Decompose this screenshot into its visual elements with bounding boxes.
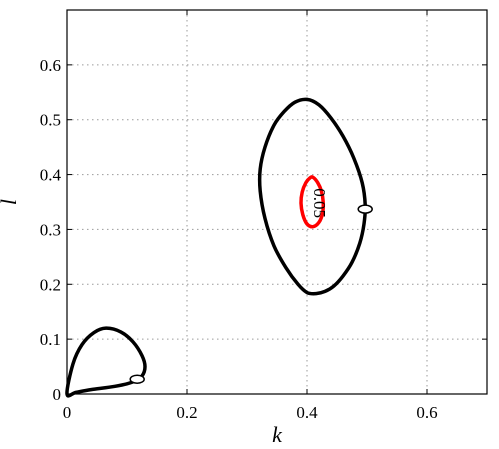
x-tick-label: 0.6 (416, 403, 437, 422)
contour-line-2 (257, 97, 368, 296)
x-tick-label: 0.2 (176, 403, 197, 422)
y-tick-label: 0.2 (40, 275, 61, 294)
plot-frame (66, 9, 488, 395)
contour-marker-2 (357, 204, 373, 214)
contour-value-label: 0.05 (310, 188, 329, 218)
y-tick-label: 0.3 (40, 220, 61, 239)
contour-annotations: 0.05 (310, 188, 329, 218)
y-tick-label: 0 (53, 385, 62, 404)
y-tick-label: 0.6 (40, 56, 61, 75)
tick-labels: 0 0.2 0.4 0.6 0 0.1 0.2 0.3 0.4 0.5 0.6 (40, 10, 487, 422)
x-tick-label: 0 (63, 403, 72, 422)
y-tick-label: 0.1 (40, 330, 61, 349)
contour-markers (129, 204, 373, 384)
x-tick-label: 0.4 (296, 403, 318, 422)
contour-line-3 (299, 175, 326, 229)
x-axis-label: k (272, 422, 283, 447)
y-axis-label: l (0, 199, 21, 205)
y-tick-label: 0.4 (40, 166, 62, 185)
y-tick-label: 0.5 (40, 111, 61, 130)
contour-series (65, 97, 368, 398)
contour-line-1 (65, 326, 147, 398)
contour-marker-1 (129, 374, 145, 384)
